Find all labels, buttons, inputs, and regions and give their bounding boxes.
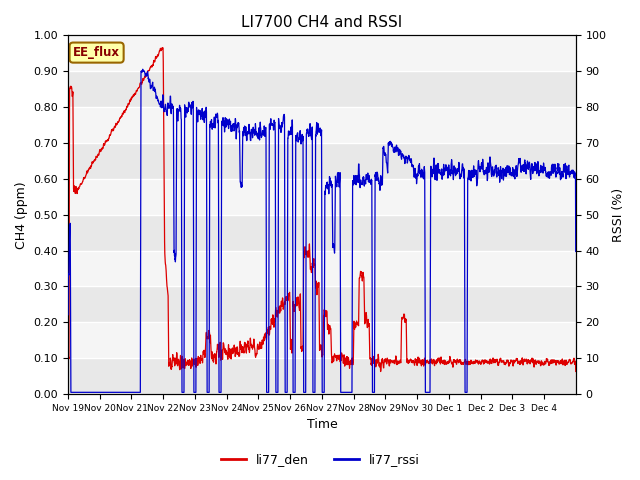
X-axis label: Time: Time — [307, 419, 337, 432]
Y-axis label: CH4 (ppm): CH4 (ppm) — [15, 181, 28, 249]
Bar — [68, 251, 576, 287]
Bar — [68, 287, 576, 323]
Bar — [68, 215, 576, 251]
Text: EE_flux: EE_flux — [73, 46, 120, 59]
Y-axis label: RSSI (%): RSSI (%) — [612, 188, 625, 242]
Bar — [68, 358, 576, 394]
Bar — [68, 107, 576, 143]
Bar — [68, 71, 576, 107]
Bar — [68, 323, 576, 358]
Bar — [68, 143, 576, 179]
Bar — [68, 179, 576, 215]
Legend: li77_den, li77_rssi: li77_den, li77_rssi — [216, 448, 424, 471]
Bar — [68, 36, 576, 71]
Title: LI7700 CH4 and RSSI: LI7700 CH4 and RSSI — [241, 15, 403, 30]
